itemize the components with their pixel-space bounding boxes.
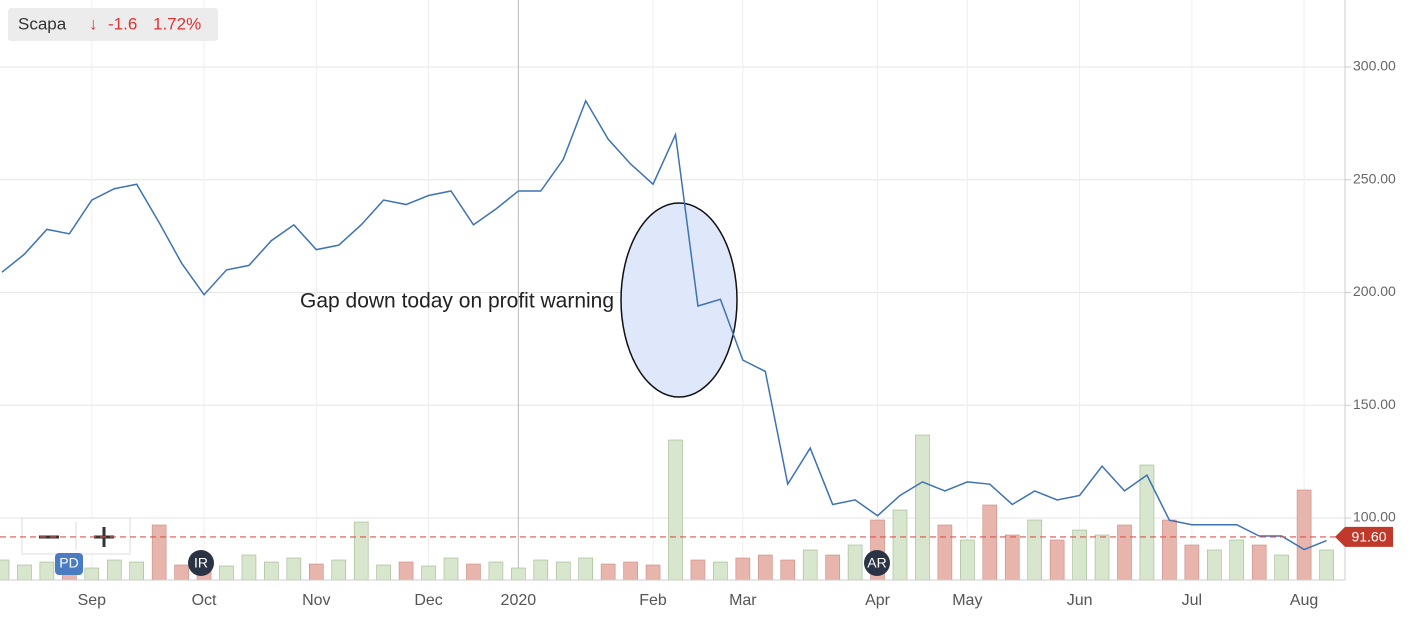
x-tick-label: Aug — [1290, 592, 1318, 609]
volume-bar — [623, 561, 638, 581]
volume-bar — [735, 557, 751, 581]
x-tick-label: Feb — [639, 592, 667, 609]
event-label: PD — [59, 555, 78, 571]
x-tick-label: Apr — [865, 592, 891, 609]
y-tick-label: 250.00 — [1353, 170, 1396, 186]
volume-bar — [0, 559, 10, 581]
y-tick-label: 200.00 — [1353, 283, 1396, 299]
y-tick-label: 150.00 — [1353, 396, 1396, 412]
volume-bar — [645, 564, 661, 581]
volume-bar — [376, 564, 391, 581]
x-tick-label: May — [952, 592, 982, 609]
volume-bar — [443, 557, 459, 581]
volume-bar — [264, 561, 279, 581]
event-label: IR — [194, 555, 208, 571]
volume-bar — [937, 524, 953, 581]
zoom-in[interactable] — [77, 519, 129, 553]
event-marker[interactable] — [864, 550, 890, 576]
volume-bar — [84, 567, 100, 581]
x-tick-label: Jun — [1067, 592, 1093, 609]
volume-bar — [555, 561, 571, 581]
volume-bar — [1319, 549, 1334, 581]
volume-bar — [1139, 464, 1155, 581]
volume-bar — [353, 521, 369, 581]
x-tick-label: Sep — [78, 592, 107, 609]
volume-bar — [1274, 554, 1289, 581]
down-arrow: ↓ — [89, 14, 98, 33]
price-line — [1, 99, 1327, 551]
volume-bar — [713, 561, 728, 581]
volume-bar — [17, 564, 32, 581]
volume-bar — [466, 563, 481, 581]
volume-bar — [331, 559, 347, 581]
volume-bar — [1207, 549, 1222, 581]
volume-bar — [151, 524, 167, 581]
last-price-tag — [1335, 526, 1393, 547]
volume-bar — [578, 557, 594, 581]
volume-bar — [802, 549, 818, 581]
volume-bar — [219, 565, 234, 581]
change: -1.6 — [108, 14, 137, 33]
annotation-text: Gap down today on profit warning — [300, 290, 614, 313]
volume-bar — [511, 567, 526, 581]
volume-bar — [982, 504, 998, 581]
y-tick-label: 100.00 — [1353, 509, 1396, 525]
volume-bar — [668, 439, 683, 581]
volume-bar — [915, 434, 930, 581]
zoom-out[interactable] — [23, 519, 76, 553]
legend-name: Scapa — [18, 14, 67, 33]
volume-bar — [488, 561, 504, 581]
volume-bar — [960, 539, 975, 581]
volume-bar — [892, 509, 908, 581]
volume-bar — [825, 554, 840, 581]
volume-bar — [308, 563, 324, 581]
volume-bar — [1117, 524, 1132, 581]
volume-bar — [600, 563, 616, 581]
volume — [0, 434, 1334, 581]
volume-bar — [690, 559, 706, 581]
volume-bar — [398, 561, 414, 581]
volume-bar — [757, 554, 773, 581]
event-marker[interactable] — [188, 550, 214, 576]
x-tick-label: Mar — [729, 592, 757, 609]
volume-bar — [174, 564, 189, 581]
volume-bar — [286, 557, 302, 581]
legend-box — [8, 8, 218, 41]
x-tick-label: Nov — [302, 592, 330, 609]
volume-bar — [129, 561, 144, 581]
change-percent: 1.72% — [153, 14, 201, 33]
volume-bar — [1251, 544, 1267, 581]
volume-bar — [106, 559, 122, 581]
volume-bar — [241, 554, 257, 581]
volume-bar — [1162, 519, 1177, 581]
price-line — [1, 99, 1327, 551]
volume-bar — [780, 559, 796, 581]
last-price-label: 91.60 — [1351, 529, 1386, 545]
x-tick-label: 2020 — [501, 592, 537, 609]
volume-bar — [1027, 519, 1042, 581]
volume-bar — [1094, 534, 1110, 581]
volume-bar — [533, 559, 549, 581]
x-tick-label: Dec — [414, 592, 442, 609]
volume-bar — [1296, 489, 1312, 581]
volume-bar — [847, 544, 863, 581]
x-tick-label: Jul — [1182, 592, 1202, 609]
overlay: Gap down today on profit warning Scapa ↓… — [0, 8, 1396, 609]
event-label: AR — [867, 555, 886, 571]
x-tick-label: Oct — [192, 592, 217, 609]
volume-bar — [1229, 539, 1245, 581]
volume-bar — [1184, 544, 1200, 581]
volume-bar — [39, 561, 55, 581]
event-marker[interactable] — [55, 553, 83, 575]
annotation-ellipse — [620, 202, 738, 398]
volume-bar — [421, 565, 436, 581]
volume-bar — [1004, 534, 1020, 581]
y-tick-label: 300.00 — [1353, 58, 1396, 74]
volume-bar — [1049, 539, 1065, 581]
